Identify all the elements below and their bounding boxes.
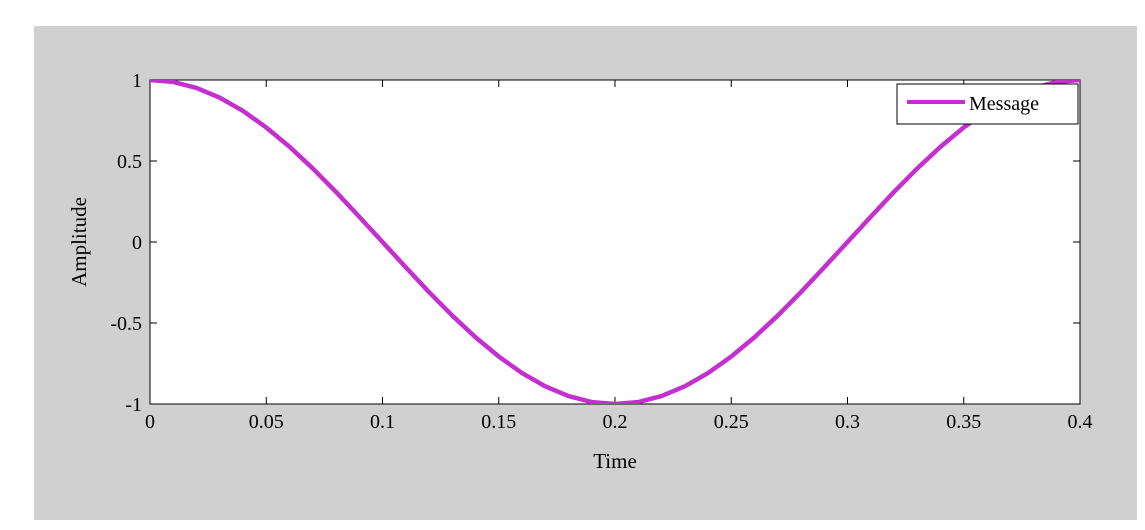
y-tick-label: 0.5 xyxy=(117,151,142,173)
legend: Message xyxy=(896,83,1079,125)
x-tick-label: 0.15 xyxy=(481,411,516,433)
y-tick-label: 1 xyxy=(132,70,142,92)
x-tick-label: 0.25 xyxy=(714,411,749,433)
x-axis-label: Time xyxy=(593,449,637,473)
x-tick-label: 0.35 xyxy=(946,411,981,433)
x-tick-label: 0 xyxy=(145,411,155,433)
y-tick-label: -0.5 xyxy=(110,313,142,335)
y-tick-label: 0 xyxy=(132,232,142,254)
series-line-message xyxy=(150,80,1080,404)
x-tick-label: 0.1 xyxy=(370,411,395,433)
y-axis-label: Amplitude xyxy=(67,197,91,287)
legend-label: Message xyxy=(969,93,1039,115)
x-tick-label: 0.2 xyxy=(603,411,628,433)
x-tick-label: 0.05 xyxy=(249,411,284,433)
x-tick-label: 0.4 xyxy=(1068,411,1093,433)
x-tick-label: 0.3 xyxy=(835,411,860,433)
plot-area xyxy=(149,79,1081,405)
series-layer xyxy=(150,80,1080,404)
tick-labels: 0 0.05 0.1 0.15 0.2 0.25 0.3 0.35 0.4 1 0.5 0 -0.5 -1 xyxy=(110,70,1092,433)
y-tick-label: -1 xyxy=(125,394,142,416)
